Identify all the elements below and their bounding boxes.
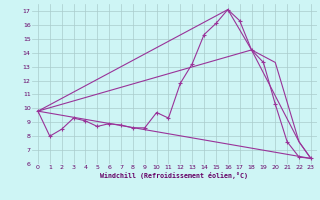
X-axis label: Windchill (Refroidissement éolien,°C): Windchill (Refroidissement éolien,°C) <box>100 172 248 179</box>
